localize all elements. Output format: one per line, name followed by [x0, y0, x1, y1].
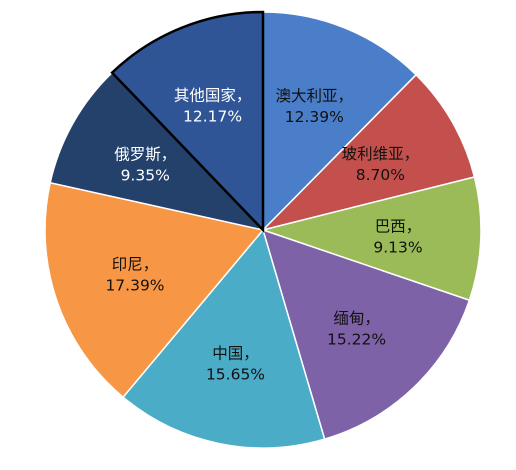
pie-labels: 澳大利亚， 12.39% 玻利维亚， 8.70% 巴西， 9.13% 缅甸， 15.22% 中国…	[105, 87, 422, 384]
slice-name-label: 缅甸，	[333, 310, 380, 328]
highlight-outline	[110, 10, 265, 234]
pie-slice-2	[260, 176, 482, 302]
pie-slices	[44, 10, 482, 449]
slice-percent-label: 8.70%	[356, 166, 405, 184]
pie-slice-5	[44, 181, 265, 399]
pie-slice-1	[260, 73, 476, 232]
pie-slice-6	[49, 71, 266, 232]
slice-percent-label: 15.65%	[206, 365, 265, 383]
slice-name-label: 印尼，	[112, 256, 159, 274]
slice-name-label: 巴西，	[375, 218, 422, 236]
slice-name-label: 玻利维亚，	[342, 145, 420, 163]
pie-slice-4	[122, 228, 326, 449]
slice-percent-label: 12.39%	[285, 108, 344, 126]
slice-percent-label: 12.17%	[183, 108, 242, 126]
slice-percent-label: 9.13%	[373, 239, 422, 257]
slice-percent-label: 9.35%	[121, 167, 170, 185]
slice-name-label: 澳大利亚，	[276, 87, 354, 105]
slice-percent-label: 17.39%	[105, 277, 164, 295]
slice-name-label: 俄罗斯，	[114, 146, 176, 164]
slice-name-label: 中国，	[212, 344, 259, 362]
pie-slice-3	[261, 228, 471, 441]
pie-slice-0	[262, 11, 418, 232]
slice-percent-label: 15.22%	[327, 331, 386, 349]
slice-name-label: 其他国家，	[174, 87, 252, 105]
